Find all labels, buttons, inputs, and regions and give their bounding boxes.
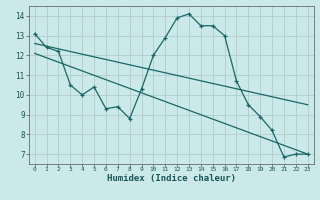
- X-axis label: Humidex (Indice chaleur): Humidex (Indice chaleur): [107, 174, 236, 183]
